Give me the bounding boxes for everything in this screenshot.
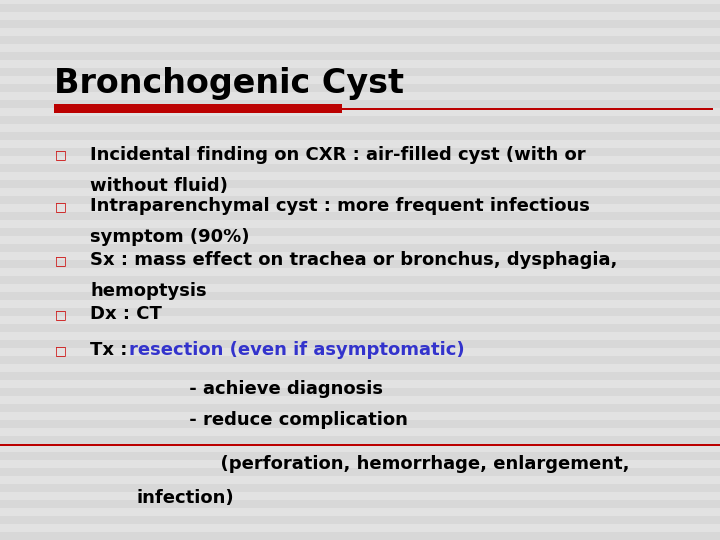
Text: □: □	[55, 308, 67, 321]
Bar	[0, 524, 720, 532]
Bar	[0, 500, 720, 508]
Bar	[0, 428, 720, 436]
Bar	[54, 104, 342, 113]
Text: (perforation, hemorrhage, enlargement,: (perforation, hemorrhage, enlargement,	[158, 455, 630, 472]
Bar	[0, 324, 720, 332]
Bar	[0, 364, 720, 372]
Text: - achieve diagnosis: - achieve diagnosis	[158, 380, 383, 398]
Bar	[0, 12, 720, 20]
Bar	[0, 84, 720, 92]
Bar	[0, 92, 720, 100]
Bar	[0, 212, 720, 220]
Bar	[0, 380, 720, 388]
Bar	[0, 100, 720, 108]
Bar	[0, 516, 720, 524]
Bar	[0, 188, 720, 196]
Bar	[0, 532, 720, 540]
Bar	[0, 60, 720, 68]
Text: without fluid): without fluid)	[90, 177, 228, 195]
Text: resection (even if asymptomatic): resection (even if asymptomatic)	[129, 341, 464, 359]
Bar	[0, 44, 720, 52]
Bar	[0, 140, 720, 148]
Text: □: □	[55, 148, 67, 161]
Bar	[0, 36, 720, 44]
Text: Dx : CT: Dx : CT	[90, 305, 162, 323]
Bar	[54, 108, 713, 110]
Bar	[0, 348, 720, 356]
Text: symptom (90%): symptom (90%)	[90, 228, 250, 246]
Bar	[0, 0, 720, 4]
Bar	[0, 52, 720, 60]
Text: Incidental finding on CXR : air-filled cyst (with or: Incidental finding on CXR : air-filled c…	[90, 146, 585, 164]
Bar	[0, 404, 720, 412]
Bar	[0, 68, 720, 76]
Bar	[0, 452, 720, 460]
Bar	[0, 28, 720, 36]
Bar	[0, 228, 720, 236]
Bar	[0, 332, 720, 340]
Text: Intraparenchymal cyst : more frequent infectious: Intraparenchymal cyst : more frequent in…	[90, 197, 590, 215]
Bar	[0, 108, 720, 116]
Bar	[0, 260, 720, 268]
Bar	[0, 292, 720, 300]
Bar	[0, 492, 720, 500]
Bar	[0, 420, 720, 428]
Bar	[0, 124, 720, 132]
Bar	[0, 148, 720, 156]
Bar	[0, 316, 720, 324]
Bar	[0, 164, 720, 172]
Bar	[0, 20, 720, 28]
Bar	[0, 204, 720, 212]
Bar	[0, 388, 720, 396]
Text: - reduce complication: - reduce complication	[158, 411, 408, 429]
Text: hemoptysis: hemoptysis	[90, 282, 207, 300]
Bar	[0, 180, 720, 188]
Bar	[0, 444, 720, 446]
Bar	[0, 284, 720, 292]
Text: Bronchogenic Cyst: Bronchogenic Cyst	[54, 68, 404, 100]
Bar	[0, 444, 720, 452]
Bar	[0, 308, 720, 316]
Bar	[0, 268, 720, 276]
Bar	[0, 236, 720, 244]
Bar	[0, 356, 720, 364]
Bar	[0, 252, 720, 260]
Bar	[0, 244, 720, 252]
Bar	[0, 436, 720, 444]
Text: Sx : mass effect on trachea or bronchus, dysphagia,: Sx : mass effect on trachea or bronchus,…	[90, 251, 617, 269]
Text: Tx :: Tx :	[90, 341, 134, 359]
Bar	[0, 132, 720, 140]
Text: □: □	[55, 254, 67, 267]
Bar	[0, 4, 720, 12]
Bar	[0, 412, 720, 420]
Bar	[0, 460, 720, 468]
Text: □: □	[55, 200, 67, 213]
Bar	[0, 76, 720, 84]
Bar	[0, 508, 720, 516]
Bar	[0, 156, 720, 164]
Bar	[0, 220, 720, 228]
Text: □: □	[55, 344, 67, 357]
Bar	[0, 276, 720, 284]
Bar	[0, 340, 720, 348]
Bar	[0, 172, 720, 180]
Bar	[0, 476, 720, 484]
Bar	[0, 468, 720, 476]
Bar	[0, 484, 720, 492]
Bar	[0, 396, 720, 404]
Text: infection): infection)	[137, 489, 235, 507]
Bar	[0, 372, 720, 380]
Bar	[0, 196, 720, 204]
Bar	[0, 300, 720, 308]
Bar	[0, 116, 720, 124]
